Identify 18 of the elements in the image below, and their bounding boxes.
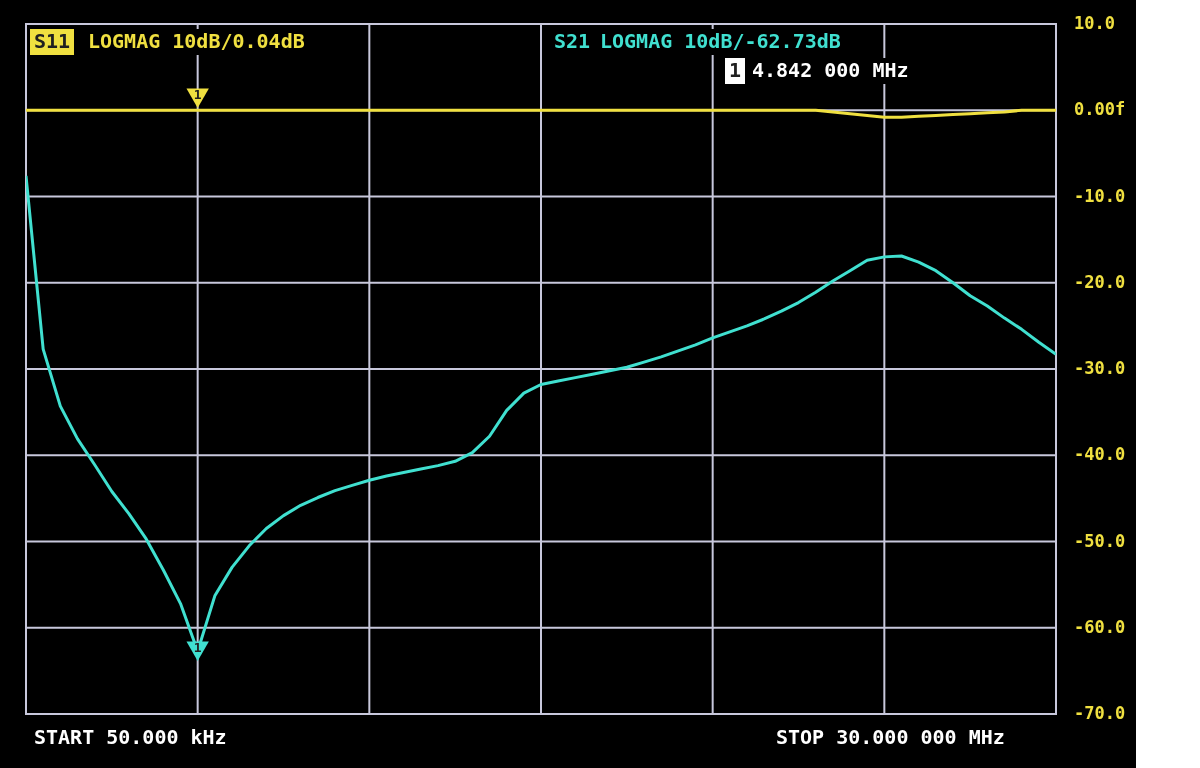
y-tick-label: -20.0 [1074,271,1126,292]
text: S21 [554,29,591,53]
text: S11 [34,29,71,53]
annotation: 1 [193,87,202,103]
y-tick-label: -30.0 [1074,358,1126,378]
y-tick-label: 0.00f [1074,99,1126,120]
text: STOP 30.000 000 MHz [776,725,1005,749]
y-tick-label: -50.0 [1074,530,1126,551]
text: START 50.000 kHz [34,725,227,749]
annotation: 1 [729,58,742,82]
y-tick-label: -70.0 [1074,703,1126,723]
annotation: LOGMAG 10dB/-62.73dB [600,29,841,53]
y-tick-label: -60.0 [1074,616,1126,637]
annotation: 4.842 000 MHz [752,58,909,82]
y-tick-label: 10.0 [1074,13,1115,33]
y-tick-label: -40.0 [1074,444,1126,465]
annotation: LOGMAG 10dB/0.04dB [88,29,305,53]
y-tick-label: -10.0 [1074,185,1126,206]
